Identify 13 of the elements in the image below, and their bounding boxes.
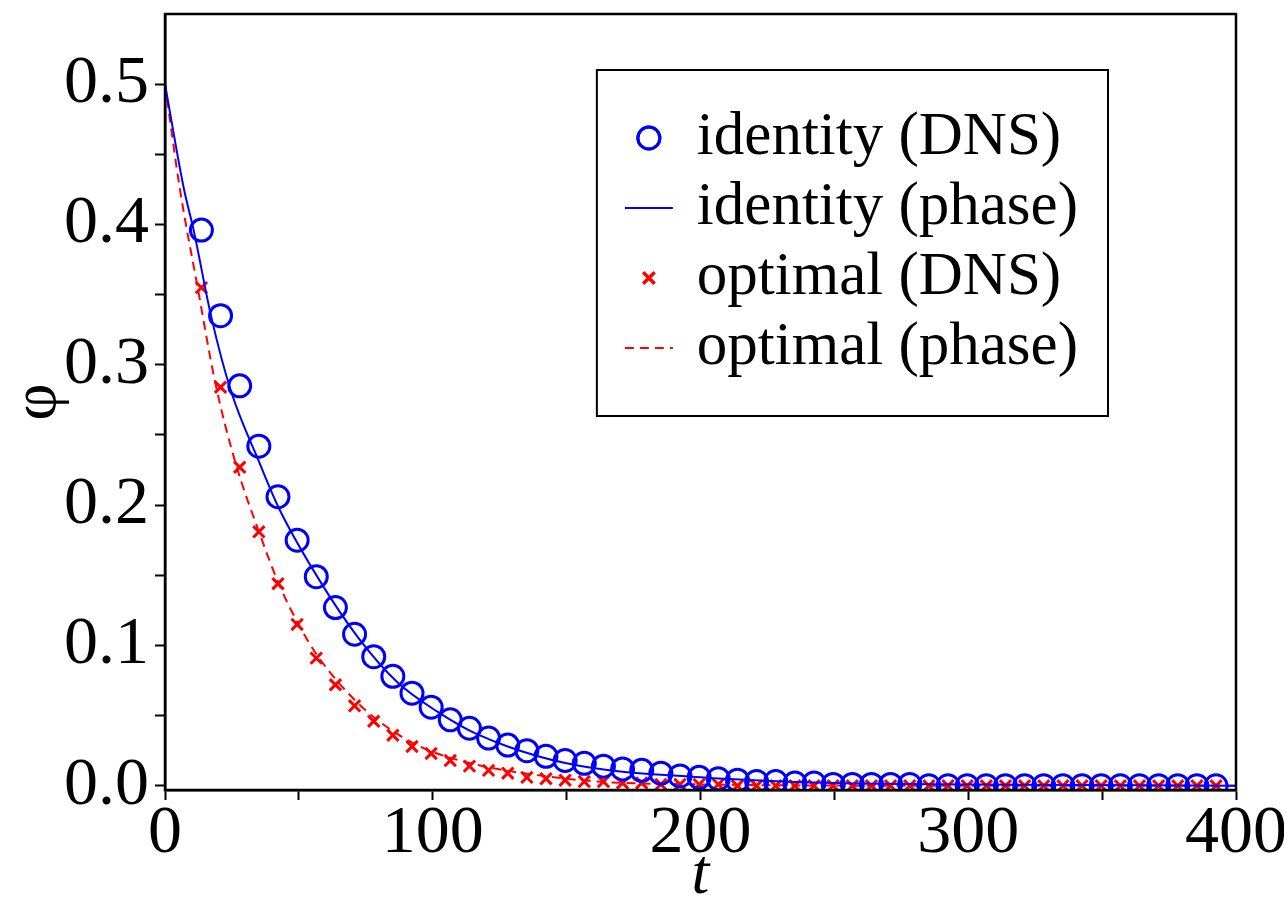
y-tick-label: 0.4 — [64, 181, 149, 258]
x-tick-label: 0 — [148, 790, 182, 867]
x-tick-label: 300 — [917, 790, 1020, 867]
legend-label: optimal (DNS) — [696, 240, 1062, 309]
y-tick-label: 0.5 — [64, 41, 149, 118]
legend-label: identity (DNS) — [696, 100, 1062, 169]
y-tick-label: 0.0 — [64, 742, 149, 819]
y-tick-label: 0.1 — [64, 602, 149, 679]
y-tick-label: 0.2 — [64, 462, 149, 538]
x-tick-label: 100 — [381, 790, 484, 867]
legend-label: identity (phase) — [696, 170, 1079, 239]
legend-label: optimal (phase) — [696, 310, 1079, 379]
x-tick-label: 400 — [1185, 790, 1284, 867]
